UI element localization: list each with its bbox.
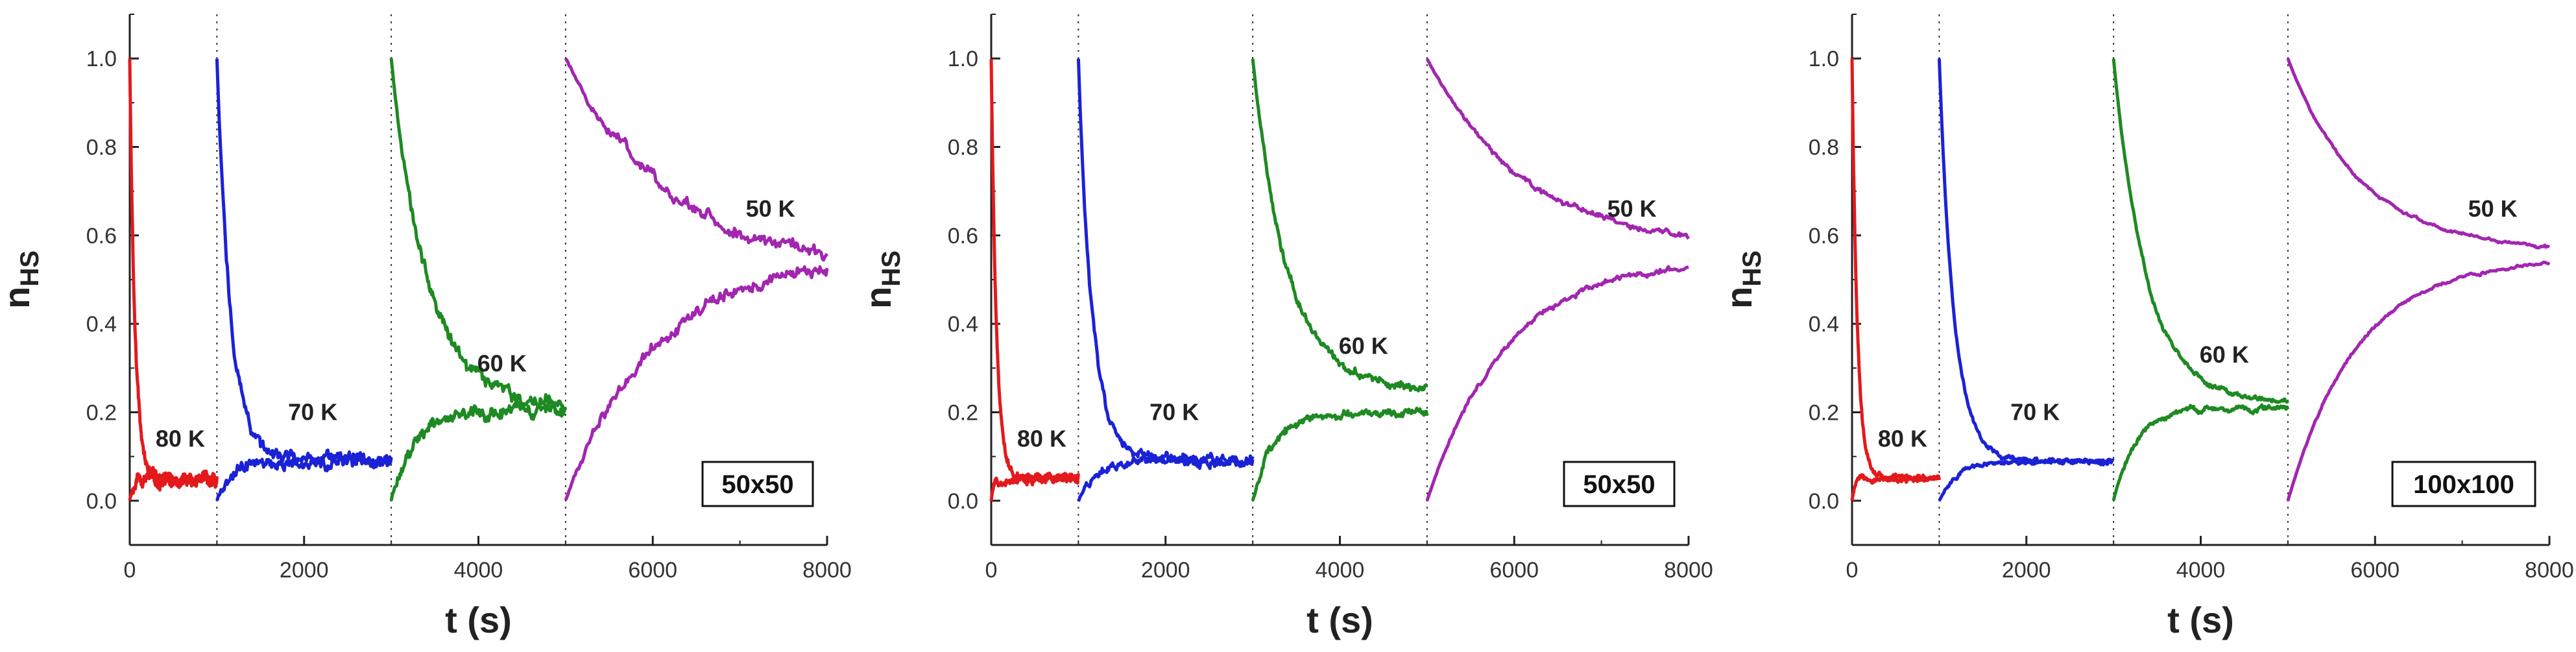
series-line-60-k-up: [1251, 406, 1429, 501]
y-tick-label: 0.8: [948, 136, 978, 160]
x-tick-label: 0: [1846, 558, 1859, 583]
temperature-label: 50 K: [1607, 195, 1657, 222]
series-line-50-k-up: [1425, 265, 1689, 501]
y-tick-label: 1.0: [948, 47, 978, 71]
y-tick-label: 0.8: [1809, 136, 1839, 160]
chart-panel-1: 0.0 0.2 0.4 0.6 0.8 1.0 0 2000 4000 6000 8000 t (s)…: [0, 14, 852, 640]
y-tick-label: 0.8: [86, 136, 117, 160]
x-axis-title: t (s): [445, 599, 512, 640]
series-line-60-k: [389, 58, 568, 414]
series-line-60-k-up: [2112, 403, 2290, 501]
y-tick-label: 0.4: [1809, 312, 1839, 337]
chart-panel-3: 0.0 0.2 0.4 0.6 0.8 1.0 0 2000 4000 6000 8000 t (s)…: [1718, 14, 2574, 640]
temperature-label: 50 K: [746, 195, 795, 222]
lattice-size-label: 100x100: [2413, 470, 2514, 499]
series-line-70-k: [215, 58, 393, 470]
x-tick-label: 2000: [280, 558, 329, 583]
x-tick-label: 8000: [802, 558, 852, 583]
y-axis-title: nHS: [858, 250, 906, 309]
series-line-80-k-up: [989, 472, 1080, 501]
y-tick-label: 0.6: [1809, 224, 1839, 248]
y-axis-title-sub: HS: [1738, 250, 1766, 287]
y-tick-label: 0.0: [1809, 489, 1839, 514]
x-tick-label: 6000: [628, 558, 677, 583]
series-line-80-k: [128, 58, 219, 489]
series-line-50-k: [1425, 58, 1691, 240]
x-tick-label: 6000: [1489, 558, 1539, 583]
series-line-70-k: [1076, 58, 1255, 470]
lattice-size-box: [701, 461, 814, 507]
y-axis-title-sub: HS: [877, 250, 906, 287]
x-tick-label: 0: [124, 558, 136, 583]
chart-panel-2: 0.0 0.2 0.4 0.6 0.8 1.0 0 2000 4000 6000 8000 t (s)…: [858, 14, 1713, 640]
y-axis-title-main: n: [1718, 287, 1759, 309]
y-tick-label: 1.0: [86, 47, 117, 71]
x-tick-label: 2000: [1141, 558, 1190, 583]
x-tick-label: 6000: [2350, 558, 2400, 583]
x-tick-label: 4000: [1316, 558, 1365, 583]
y-tick-label: 0.0: [86, 489, 117, 514]
temperature-label: 80 K: [156, 425, 205, 452]
y-tick-label: 0.6: [86, 224, 117, 248]
series-line-60-k: [2112, 58, 2290, 404]
y-axis-title: nHS: [1718, 250, 1766, 309]
y-tick-label: 0.2: [1809, 401, 1839, 426]
y-tick-label: 0.0: [948, 489, 978, 514]
series-line-60-k: [1251, 58, 1428, 392]
temperature-label: 60 K: [2200, 341, 2249, 368]
temperature-label: 70 K: [1150, 399, 1199, 426]
series-line-80-k: [989, 58, 1080, 485]
y-tick-label: 1.0: [1809, 47, 1839, 71]
temperature-label: 50 K: [2468, 195, 2518, 222]
x-axis-title: t (s): [2167, 599, 2234, 640]
series-line-80-k-up: [128, 466, 219, 501]
lattice-size-label: 50x50: [1583, 470, 1655, 499]
x-tick-label: 4000: [2176, 558, 2226, 583]
y-tick-label: 0.4: [86, 312, 117, 337]
temperature-label: 60 K: [477, 350, 527, 377]
temperature-label: 60 K: [1339, 332, 1388, 359]
y-axis-title-main: n: [858, 287, 898, 309]
x-tick-label: 4000: [454, 558, 503, 583]
series-line-70-k-up: [1938, 457, 2115, 502]
y-axis-title-sub: HS: [16, 250, 44, 287]
series-line-50-k-up: [2286, 260, 2551, 501]
y-tick-label: 0.2: [948, 401, 978, 426]
x-tick-label: 0: [985, 558, 998, 583]
y-axis-title-main: n: [0, 287, 37, 309]
series-line-50-k: [564, 57, 829, 262]
lattice-size-box: [1563, 461, 1676, 507]
series-line-50-k-up: [564, 265, 829, 501]
y-tick-label: 0.2: [86, 401, 117, 426]
series-line-80-k: [1850, 58, 1941, 484]
y-axis-title: nHS: [0, 250, 44, 309]
temperature-label: 70 K: [2010, 399, 2060, 426]
temperature-label: 70 K: [288, 399, 337, 426]
temperature-label: 80 K: [1878, 425, 1927, 452]
series-line-60-k-up: [389, 400, 568, 501]
series-line-50-k: [2286, 58, 2551, 250]
lattice-size-box: [2391, 461, 2536, 507]
x-tick-label: 2000: [2002, 558, 2051, 583]
temperature-label: 80 K: [1017, 425, 1066, 452]
series-line-70-k-up: [1077, 450, 1255, 502]
series-line-70-k-up: [215, 450, 393, 501]
x-tick-label: 8000: [1664, 558, 1713, 583]
series-line-80-k-up: [1850, 472, 1941, 501]
lattice-size-label: 50x50: [721, 470, 793, 499]
y-tick-label: 0.6: [948, 224, 978, 248]
x-axis-title: t (s): [1306, 599, 1373, 640]
x-tick-label: 8000: [2525, 558, 2574, 583]
y-tick-label: 0.4: [948, 312, 978, 337]
